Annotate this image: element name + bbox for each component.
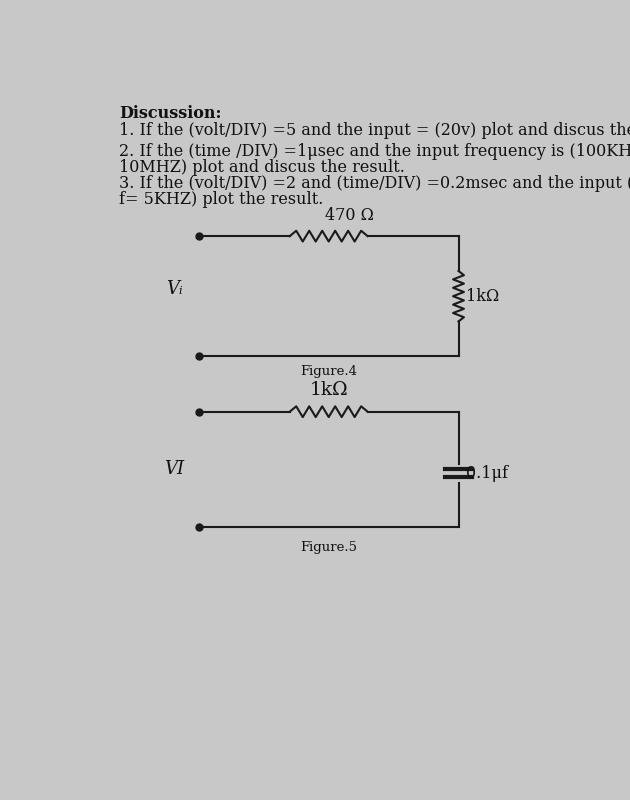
Text: 0.1μf: 0.1μf	[466, 465, 508, 482]
Text: f= 5KHZ) plot the result.: f= 5KHZ) plot the result.	[119, 191, 323, 209]
Text: Figure.5: Figure.5	[300, 541, 357, 554]
Text: 2. If the (time /DIV) =1μsec and the input frequency is (100KHZ, 1MHZ,: 2. If the (time /DIV) =1μsec and the inp…	[119, 143, 630, 160]
Text: 1kΩ: 1kΩ	[309, 382, 348, 399]
Text: 470 Ω: 470 Ω	[325, 207, 374, 224]
Text: 3. If the (volt/DIV) =2 and (time/DIV) =0.2msec and the input (4v peak with: 3. If the (volt/DIV) =2 and (time/DIV) =…	[119, 175, 630, 192]
Text: 1kΩ: 1kΩ	[466, 288, 500, 305]
Text: VI: VI	[164, 461, 184, 478]
Text: Discussion:: Discussion:	[119, 106, 222, 122]
Text: Vᵢ: Vᵢ	[166, 279, 183, 298]
Text: Figure.4: Figure.4	[300, 366, 357, 378]
Text: 1. If the (volt/DIV) =5 and the input = (20v) plot and discus the result.: 1. If the (volt/DIV) =5 and the input = …	[119, 122, 630, 139]
Text: 10MHZ) plot and discus the result.: 10MHZ) plot and discus the result.	[119, 159, 405, 176]
